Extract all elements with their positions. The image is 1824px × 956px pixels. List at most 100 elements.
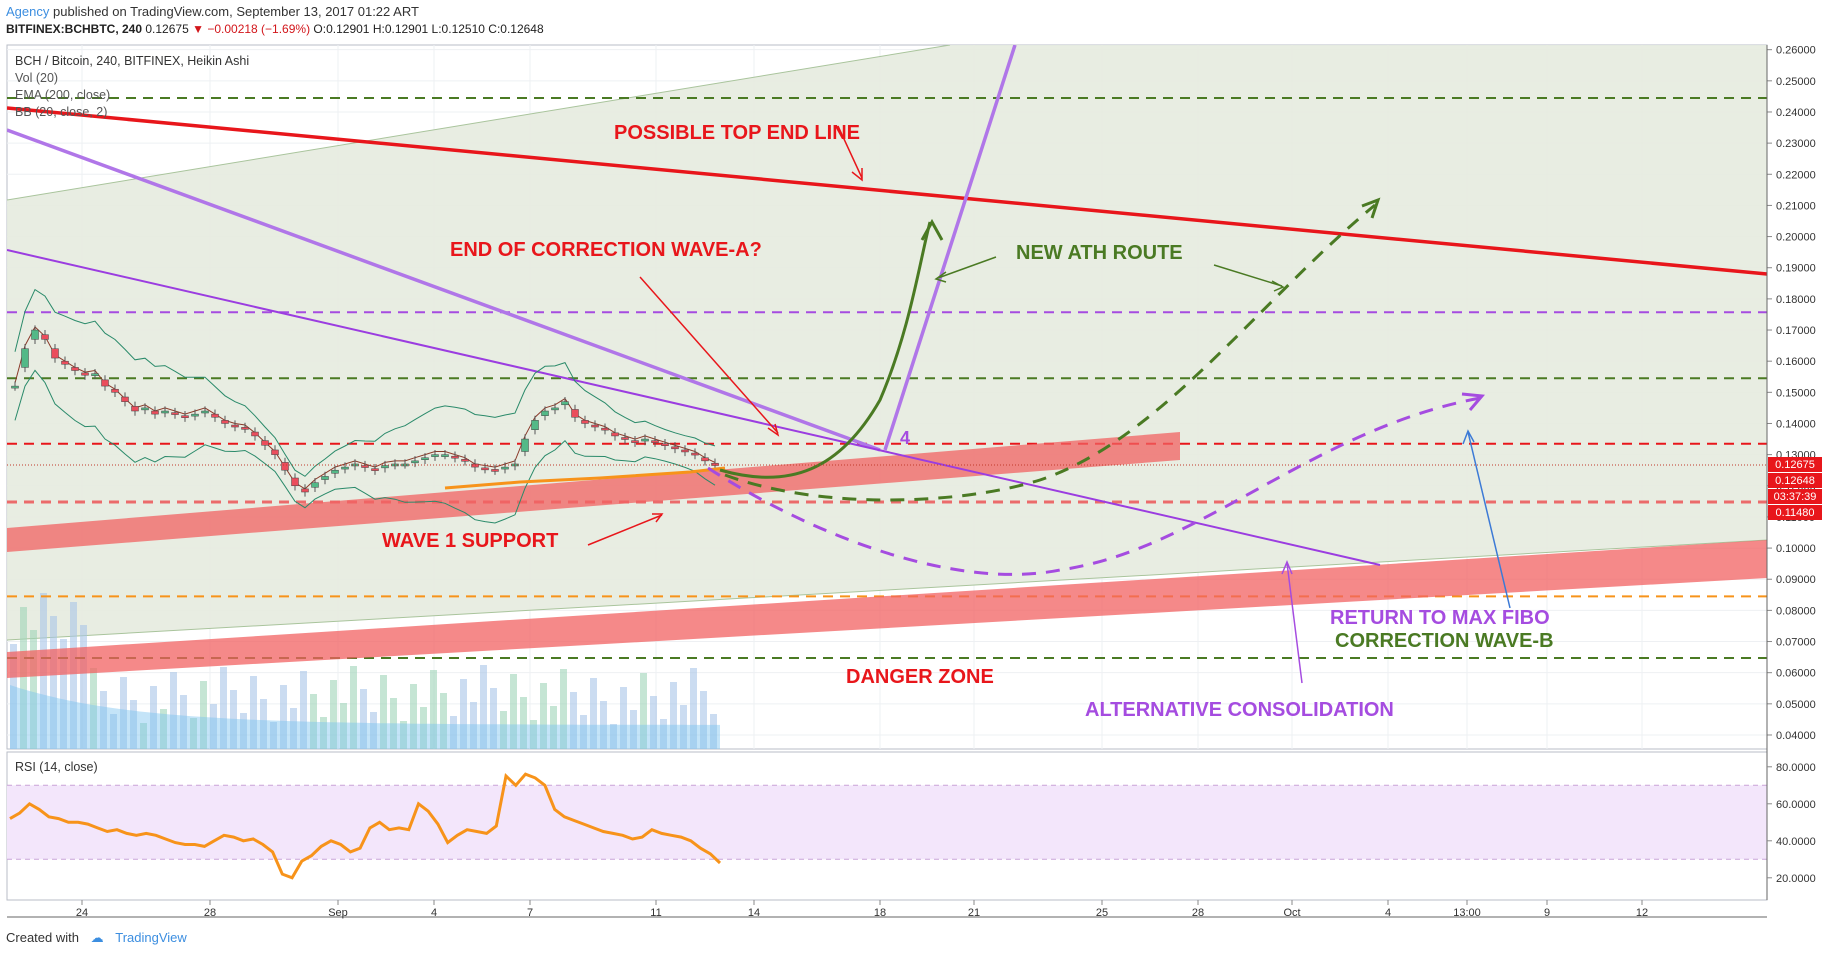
price-tick-label: 0.08000 [1776, 605, 1816, 617]
ema-line [444, 466, 726, 490]
candle-body [221, 420, 229, 424]
candle-body [441, 454, 449, 457]
purple-breakout-line [883, 45, 1017, 451]
candle-body [251, 431, 259, 437]
down-arrow-icon: ▼ [192, 22, 204, 36]
price-tick-label: 0.21000 [1776, 200, 1816, 212]
candle-body [401, 463, 409, 467]
volume-bar [510, 674, 517, 749]
volume-bars [10, 590, 720, 749]
time-axis[interactable]: 24 28 Sep 4 7 11 14 18 21 25 28 Oct 4 13:00 9 12 [7, 900, 1767, 919]
level-badge-text: 0.11480 [1776, 507, 1815, 519]
price-tick-label: 0.06000 [1776, 668, 1816, 680]
volume-bar [270, 722, 277, 749]
volume-bar [670, 682, 677, 749]
candle-body [461, 459, 469, 462]
danger-zone-band [7, 540, 1767, 678]
volume-bar [530, 720, 537, 749]
purple-resistance-line [7, 249, 1381, 566]
open-value: O:0.12901 [313, 22, 370, 36]
candle-body [331, 469, 339, 474]
heikin-ashi-candles [11, 325, 719, 497]
ath-right-arrow [1213, 264, 1283, 287]
price-tick-label: 0.26000 [1776, 45, 1816, 57]
volume-bar [80, 625, 87, 749]
candle-body [11, 385, 19, 389]
candle-body [191, 413, 199, 417]
time-tick-label: Sep [328, 907, 348, 919]
time-tick-label: 24 [76, 907, 88, 919]
time-tick-label: 4 [431, 907, 437, 919]
volume-bar [180, 695, 187, 749]
time-tick-label: 21 [968, 907, 980, 919]
wave1-arrowhead [652, 513, 664, 523]
volume-bar [400, 721, 407, 749]
countdown-badge-text: 03:37:39 [1774, 491, 1817, 503]
volume-bar [440, 693, 447, 749]
volume-bar [60, 639, 67, 749]
candle-body [71, 367, 79, 371]
candle-body [181, 415, 189, 418]
volume-bar [630, 710, 637, 749]
channel-top-line [7, 45, 951, 201]
volume-bar [610, 724, 617, 749]
price-tick-label: 0.05000 [1776, 699, 1816, 711]
tradingview-link[interactable]: TradingView [115, 930, 187, 945]
green-ath-route [719, 221, 932, 479]
wave1-arrow [587, 514, 663, 546]
channel-area [7, 45, 1767, 640]
rsi-band [7, 785, 1767, 860]
top-line-arrowhead [851, 168, 863, 182]
author-link[interactable]: Agency [6, 4, 50, 19]
legend-bb[interactable]: BB (20, close, 2) [15, 105, 107, 119]
price-tick-label: 0.22000 [1776, 169, 1816, 181]
bb-upper [14, 288, 716, 477]
legend-rsi[interactable]: RSI (14, close) [15, 760, 98, 774]
price-tick-label: 0.24000 [1776, 107, 1816, 119]
candle-body [681, 449, 689, 453]
price-tick-label: 0.09000 [1776, 574, 1816, 586]
candle-body [291, 477, 299, 487]
bb-lower [14, 369, 716, 524]
legend-ema[interactable]: EMA (200, close) [15, 88, 110, 102]
candle-body [101, 379, 109, 387]
volume-bar [380, 675, 387, 749]
candle-body [211, 413, 219, 418]
candle-body [541, 410, 549, 416]
rsi-axis[interactable]: 80.0000 60.0000 40.0000 20.0000 [1767, 762, 1816, 885]
last-price-badge [1768, 457, 1822, 472]
rsi-tick-label: 80.0000 [1776, 762, 1816, 774]
legend-vol[interactable]: Vol (20) [15, 71, 58, 85]
volume-bar [600, 701, 607, 749]
candle-body [21, 348, 29, 368]
channel-bottom-line [7, 539, 1767, 641]
price-tick-label: 0.25000 [1776, 76, 1816, 88]
volume-bar [110, 714, 117, 749]
series-title: BCH / Bitcoin, 240, BITFINEX, Heikin Ash… [15, 54, 249, 68]
purple-trend-line [7, 128, 881, 452]
candle-body [361, 465, 369, 468]
label-new-ath: NEW ATH ROUTE [1016, 242, 1183, 264]
time-tick-label: 12 [1636, 907, 1648, 919]
candle-body [321, 476, 329, 480]
candle-body [281, 462, 289, 471]
candle-body [151, 410, 159, 415]
price-tick-label: 0.23000 [1776, 138, 1816, 150]
candle-body [301, 488, 309, 493]
price-tick-label: 0.19000 [1776, 263, 1816, 275]
candle-body [91, 373, 99, 376]
candle-body [341, 466, 349, 470]
volume-bar [550, 706, 557, 749]
candle-body [711, 462, 719, 466]
price-tick-label: 0.20000 [1776, 232, 1816, 244]
price-tick-label: 0.07000 [1776, 637, 1816, 649]
top-line-arrow [837, 125, 863, 179]
ath-left-arrow [937, 256, 997, 279]
candle-body [41, 334, 49, 340]
volume-bar [290, 708, 297, 749]
level-badge [1768, 505, 1822, 520]
volume-bar [490, 688, 497, 749]
volume-bar [20, 607, 27, 749]
candle-body [521, 438, 529, 452]
